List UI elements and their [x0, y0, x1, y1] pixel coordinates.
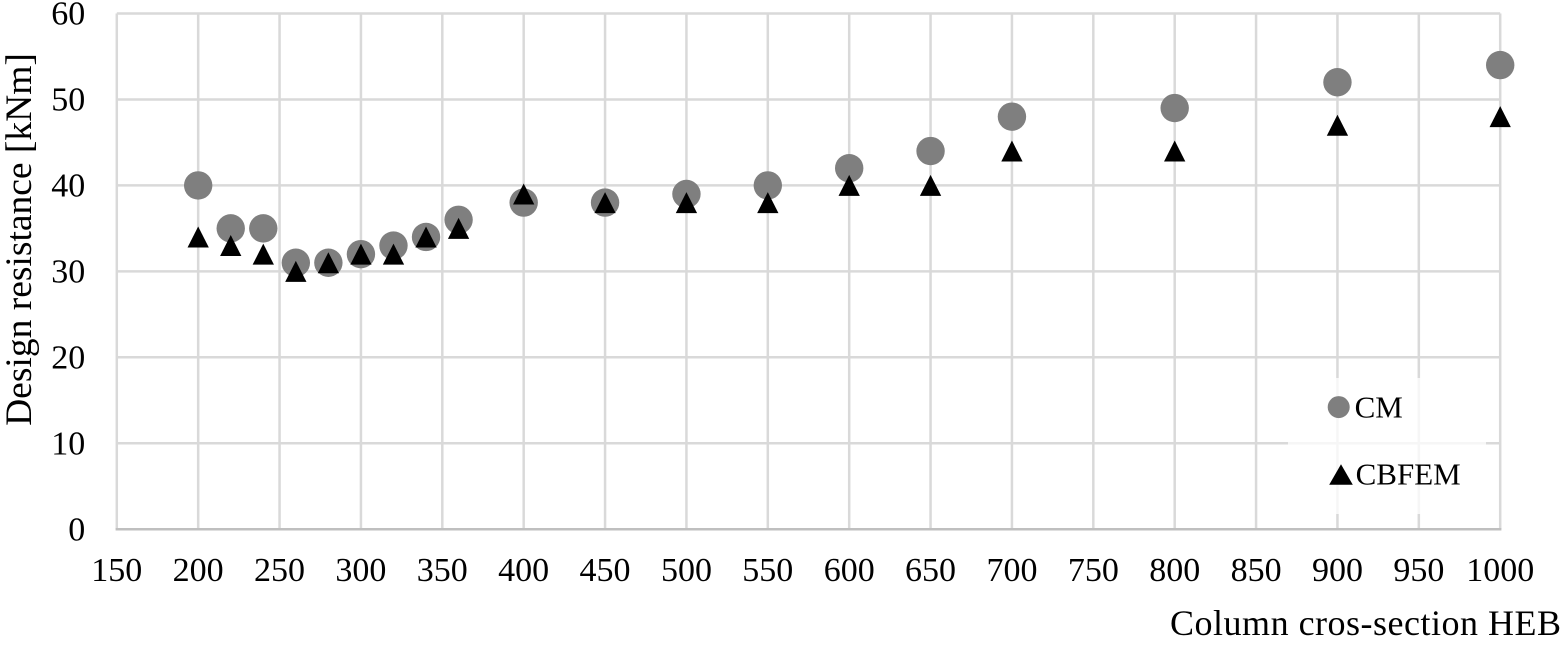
- svg-text:350: 350: [417, 552, 468, 589]
- svg-text:40: 40: [51, 168, 85, 205]
- svg-text:1000: 1000: [1466, 552, 1534, 589]
- svg-text:60: 60: [51, 0, 85, 33]
- svg-text:0: 0: [68, 511, 85, 548]
- svg-text:150: 150: [91, 552, 142, 589]
- svg-text:650: 650: [905, 552, 956, 589]
- svg-text:400: 400: [498, 552, 549, 589]
- svg-text:250: 250: [254, 552, 305, 589]
- svg-text:800: 800: [1149, 552, 1200, 589]
- svg-text:600: 600: [824, 552, 875, 589]
- svg-text:CM: CM: [1355, 389, 1403, 424]
- svg-text:750: 750: [1068, 552, 1119, 589]
- svg-text:300: 300: [335, 552, 386, 589]
- svg-text:500: 500: [661, 552, 712, 589]
- svg-text:700: 700: [986, 552, 1037, 589]
- svg-text:50: 50: [51, 82, 85, 119]
- svg-text:10: 10: [51, 425, 85, 462]
- svg-text:550: 550: [742, 552, 793, 589]
- svg-text:900: 900: [1312, 552, 1363, 589]
- svg-text:20: 20: [51, 340, 85, 377]
- svg-text:Column cros-section HEB: Column cros-section HEB: [1170, 603, 1561, 643]
- svg-text:850: 850: [1231, 552, 1282, 589]
- svg-text:200: 200: [173, 552, 224, 589]
- svg-text:CBFEM: CBFEM: [1356, 457, 1461, 492]
- svg-text:30: 30: [51, 254, 85, 291]
- svg-text:Design resistance [kNm]: Design resistance [kNm]: [0, 53, 40, 426]
- svg-text:950: 950: [1393, 552, 1444, 589]
- svg-text:450: 450: [580, 552, 631, 589]
